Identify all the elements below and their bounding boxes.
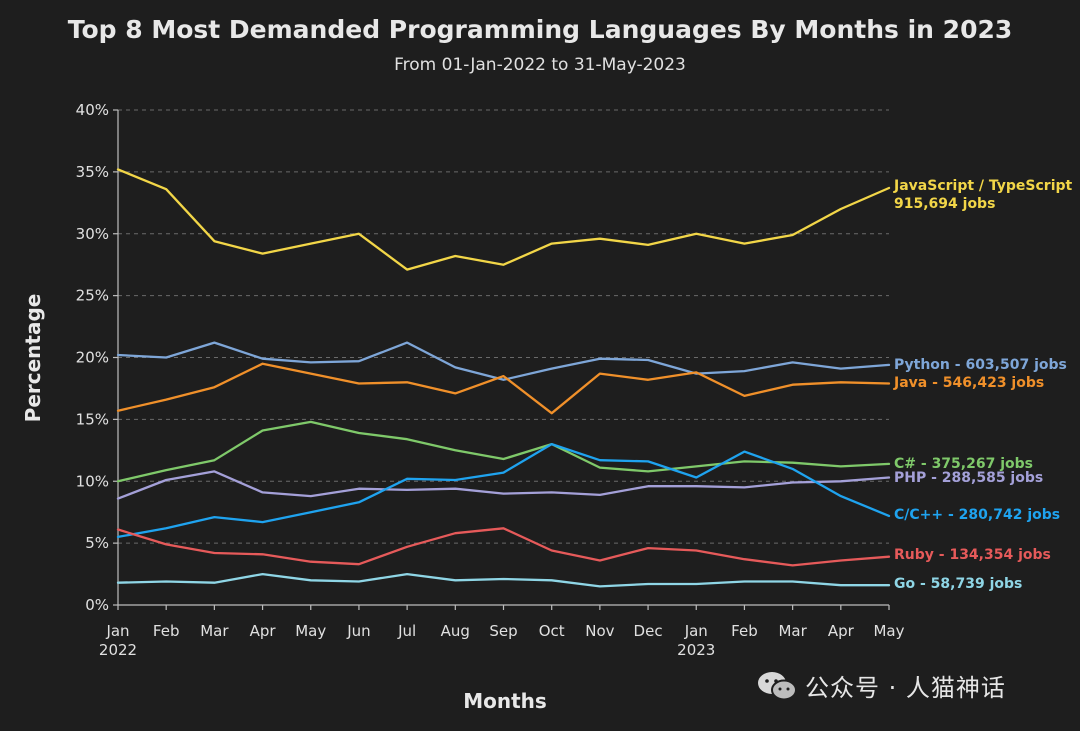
chart-subtitle: From 01-Jan-2022 to 31-May-2023 (394, 55, 686, 75)
series-line-c- (116, 420, 891, 483)
y-tick-label: 30% (76, 225, 109, 243)
x-tick-label: Apr (250, 622, 277, 640)
x-tick-label: Jan (105, 622, 129, 640)
series-label-python: Python - 603,507 jobs (894, 357, 1067, 373)
x-tick-label: Feb (153, 622, 180, 640)
series-label-c-c-: C/C++ - 280,742 jobs (894, 507, 1060, 523)
series-label-ruby: Ruby - 134,354 jobs (894, 547, 1051, 563)
series-label-go: Go - 58,739 jobs (894, 576, 1022, 592)
series-layer (116, 168, 891, 588)
x-tick-label: Nov (585, 622, 614, 640)
x-tick-label: Aug (441, 622, 470, 640)
y-tick-label: 15% (76, 410, 109, 428)
y-tick-label: 5% (85, 534, 109, 552)
x-year-label: 2023 (677, 641, 715, 659)
series-label-java: Java - 546,423 jobs (893, 375, 1044, 391)
series-line-python (116, 341, 891, 381)
series-label-php: PHP - 288,585 jobs (894, 470, 1043, 486)
y-tick-labels: 0% 5% 10% 15% 20% 25% 30% 35% 40% (76, 101, 118, 614)
wechat-icon (758, 671, 797, 700)
x-tick-label: Feb (731, 622, 758, 640)
series-line-java (116, 362, 891, 415)
x-tick-label: Mar (778, 622, 807, 640)
x-tick-label: Oct (539, 622, 565, 640)
x-tick-label: Dec (634, 622, 663, 640)
x-tick-label: Jul (397, 622, 416, 640)
x-tick-label: Sep (489, 622, 517, 640)
y-tick-label: 35% (76, 163, 109, 181)
series-label-c-: C# - 375,267 jobs (894, 456, 1033, 472)
x-tick-label: May (295, 622, 326, 640)
y-tick-label: 25% (76, 287, 109, 305)
x-tick-label: Mar (200, 622, 229, 640)
watermark: 公众号 · 人猫神话 (757, 668, 1006, 703)
y-tick-label: 40% (76, 101, 109, 119)
x-tick-label: Jan (684, 622, 708, 640)
series-line-go (116, 572, 891, 588)
y-tick-label: 0% (85, 596, 109, 614)
x-tick-label: Jun (346, 622, 370, 640)
x-tick-label: Apr (828, 622, 855, 640)
series-line-php (116, 470, 891, 500)
series-label-javascript-typescript: JavaScript / TypeScript (893, 178, 1073, 194)
x-axis-label: Months (463, 689, 547, 713)
series-line-c-c- (116, 442, 891, 539)
series-label-jobs-javascript-typescript: 915,694 jobs (894, 196, 995, 212)
x-tick-labels: Jan Feb Mar Apr May Jun Jul Aug Sep Oct Nov Dec Jan F… (99, 605, 905, 659)
x-tick-label: May (873, 622, 904, 640)
y-tick-label: 10% (76, 472, 109, 490)
series-end-labels: JavaScript / TypeScript 915,694 jobs Pytho… (893, 178, 1073, 592)
x-year-label: 2022 (99, 641, 137, 659)
y-axis-label: Percentage (21, 294, 45, 423)
series-line-ruby (116, 527, 891, 567)
y-tick-label: 20% (76, 349, 109, 367)
chart-title: Top 8 Most Demanded Programming Language… (68, 15, 1013, 44)
grid-layer (118, 109, 889, 544)
series-line-javascript-typescript (116, 168, 891, 271)
watermark-text: 公众号 · 人猫神话 (805, 674, 1006, 702)
